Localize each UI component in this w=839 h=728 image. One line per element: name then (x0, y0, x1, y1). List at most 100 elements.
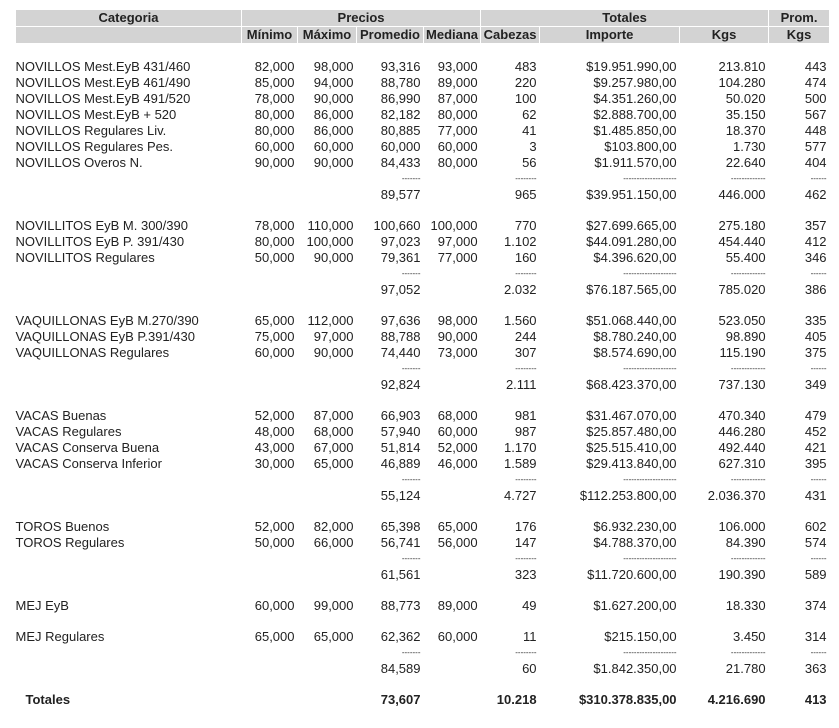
prom-kgs-cell: 479 (804, 408, 827, 423)
cabezas-cell: 770 (514, 218, 537, 233)
importe-cell: $6.932.230,00 (593, 519, 677, 534)
spacer-cell (16, 393, 830, 408)
promedio-cell: 80,885 (380, 123, 421, 138)
mediana-cell: 100,000 (430, 218, 478, 233)
promedio-cell: 51,814 (380, 440, 421, 455)
separator-prom-cell: ------ (810, 554, 827, 563)
cabezas-cell: 1.102 (504, 234, 537, 249)
importe-cell: $68.423.370,00 (586, 377, 677, 392)
table-row: VACAS Buenas 52,000 87,000 66,903 68,000 981 $… (16, 408, 830, 424)
cabezas-cell: 56 (522, 155, 537, 170)
categoria-cell: NOVILLOS Mest.EyB 431/460 (15, 59, 191, 74)
minimo-cell (242, 472, 298, 488)
importe-cell: $76.187.565,00 (586, 282, 677, 297)
separator-prom-cell: ------ (810, 475, 827, 484)
separator-importe-cell: -------------------- (623, 269, 677, 278)
label-cell: Totales (25, 692, 71, 707)
importe-cell: $29.413.840,00 (586, 456, 677, 471)
maximo-cell: 68,000 (313, 424, 354, 439)
maximo-cell: 87,000 (313, 408, 354, 423)
separator-promedio-cell: ------- (401, 554, 421, 563)
importe-cell: $51.068.440,00 (586, 313, 677, 328)
categoria-cell: TOROS Regulares (15, 535, 125, 550)
importe-cell: $25.857.480,00 (586, 424, 677, 439)
separator-cabezas-cell: -------- (515, 269, 537, 278)
label-cell (16, 661, 242, 677)
separator-importe-cell: -------------------- (623, 364, 677, 373)
minimo-cell: 30,000 (254, 456, 295, 471)
minimo-cell: 80,000 (254, 234, 295, 249)
categoria-cell: NOVILLOS Overos N. (15, 155, 143, 170)
minimo-cell: 65,000 (254, 629, 295, 644)
prom-kgs-cell: 346 (804, 250, 827, 265)
cabezas-cell: 49 (522, 598, 537, 613)
minimo-cell (242, 661, 298, 677)
label-cell (16, 645, 242, 661)
minimo-cell: 75,000 (254, 329, 295, 344)
kgs-cell: 454.440 (718, 234, 766, 249)
prom-kgs-cell: 375 (804, 345, 827, 360)
minimo-cell: 52,000 (254, 519, 295, 534)
categoria-cell: NOVILLOS Mest.EyB 491/520 (15, 91, 191, 106)
separator-promedio-cell: ------- (401, 475, 421, 484)
cabezas-cell: 4.727 (504, 488, 537, 503)
promedio-cell: 56,741 (380, 535, 421, 550)
maximo-cell (298, 645, 357, 661)
maximo-cell: 90,000 (313, 91, 354, 106)
label-cell (16, 361, 242, 377)
categoria-cell: VAQUILLONAS EyB P.391/430 (15, 329, 195, 344)
prom-kgs-cell: 574 (804, 535, 827, 550)
importe-cell: $1.627.200,00 (593, 598, 677, 613)
kgs-cell: 190.390 (718, 567, 766, 582)
separator-row: ------- -------- -------------------- -----… (16, 171, 830, 187)
maximo-cell (298, 282, 357, 298)
maximo-cell: 60,000 (313, 139, 354, 154)
mediana-cell (424, 567, 481, 583)
promedio-cell: 88,773 (380, 598, 421, 613)
maximo-cell (298, 661, 357, 677)
categoria-cell: VAQUILLONAS Regulares (15, 345, 170, 360)
table-row: VACAS Conserva Inferior 30,000 65,000 46,88… (16, 456, 830, 472)
header-categoria: Categoria (15, 9, 242, 27)
table-row: NOVILLOS Regulares Liv. 80,000 86,000 80,88… (16, 123, 830, 139)
prom-kgs-cell: 421 (804, 440, 827, 455)
spacer-cell (16, 583, 830, 598)
cabezas-cell: 307 (514, 345, 537, 360)
promedio-cell: 57,940 (380, 424, 421, 439)
minimo-cell: 90,000 (254, 155, 295, 170)
spacer-row (16, 614, 830, 629)
table-row: MEJ EyB 60,000 99,000 88,773 89,000 49 $1.627.… (16, 598, 830, 614)
header-importe: Importe (539, 26, 681, 44)
kgs-cell: 470.340 (718, 408, 766, 423)
spacer-row (16, 677, 830, 692)
table-body: NOVILLOS Mest.EyB 431/460 82,000 98,000 93,… (16, 44, 830, 709)
categoria-cell: NOVILLOS Regulares Liv. (15, 123, 167, 138)
kgs-cell: 446.000 (718, 187, 766, 202)
promedio-cell: 100,660 (373, 218, 421, 233)
totals-row: Totales 73,607 10.218 $310.378.835,00 4.216.… (16, 692, 830, 708)
separator-importe-cell: -------------------- (623, 554, 677, 563)
maximo-cell: 66,000 (313, 535, 354, 550)
kgs-cell: 55.400 (725, 250, 766, 265)
cabezas-cell: 483 (514, 59, 537, 74)
mediana-cell (424, 361, 481, 377)
maximo-cell (298, 377, 357, 393)
spacer-row (16, 44, 830, 60)
minimo-cell: 43,000 (254, 440, 295, 455)
mediana-cell: 89,000 (437, 598, 478, 613)
header-blank (15, 26, 242, 44)
table-row: NOVILLITOS EyB P. 391/430 80,000 100,000 97… (16, 234, 830, 250)
mediana-cell (424, 171, 481, 187)
cabezas-cell: 1.560 (504, 313, 537, 328)
kgs-cell: 115.190 (719, 345, 766, 360)
promedio-cell: 93,316 (380, 59, 421, 74)
maximo-cell: 86,000 (313, 123, 354, 138)
importe-cell: $103.800,00 (604, 139, 677, 154)
separator-cabezas-cell: -------- (515, 475, 537, 484)
categoria-cell: VACAS Buenas (15, 408, 107, 423)
header-prom: Prom. (768, 9, 831, 27)
separator-prom-cell: ------ (810, 364, 827, 373)
importe-cell: $31.467.070,00 (586, 408, 677, 423)
maximo-cell (298, 472, 357, 488)
minimo-cell (242, 377, 298, 393)
